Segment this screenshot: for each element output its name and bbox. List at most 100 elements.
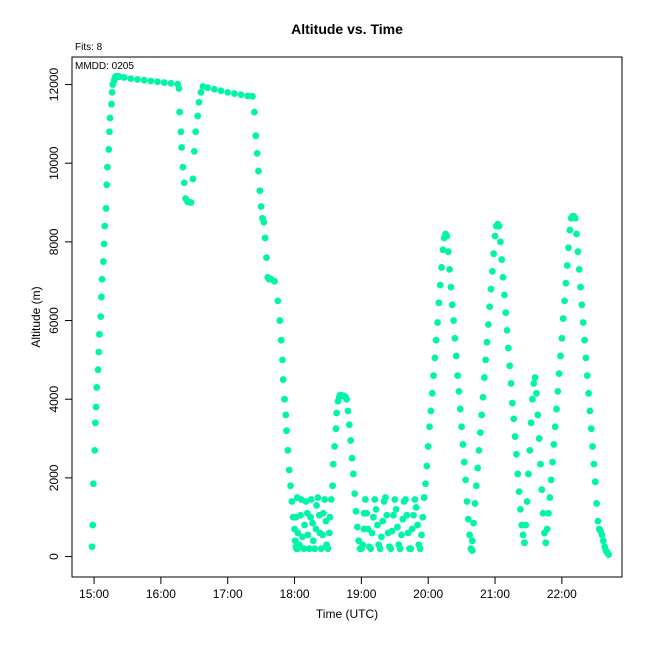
data-point	[438, 264, 445, 271]
data-point	[545, 509, 552, 517]
data-point	[450, 317, 457, 324]
data-point	[285, 466, 293, 474]
data-point	[416, 545, 424, 553]
data-point	[372, 505, 380, 513]
data-point	[455, 387, 463, 395]
data-point	[120, 74, 128, 81]
data-point	[301, 521, 308, 529]
data-point	[302, 498, 310, 505]
data-point	[589, 443, 596, 450]
data-point	[475, 446, 483, 454]
data-point	[371, 496, 379, 503]
x-tick-label: 17:00	[213, 587, 243, 601]
data-point	[92, 403, 100, 411]
y-axis-label: Altitude (m)	[29, 286, 43, 347]
data-point	[422, 480, 429, 488]
data-point	[470, 519, 478, 527]
data-point	[558, 334, 566, 342]
data-point	[583, 372, 591, 380]
data-point	[97, 313, 105, 321]
data-point	[319, 531, 327, 539]
data-point	[197, 89, 205, 96]
data-point	[554, 387, 562, 395]
data-point	[557, 352, 564, 360]
data-point	[204, 84, 212, 92]
date-annotation: MMDD: 0205	[75, 61, 134, 72]
data-point	[474, 464, 482, 472]
data-point	[420, 494, 428, 501]
data-point	[160, 79, 168, 86]
x-tick-label: 19:00	[346, 587, 376, 601]
data-point	[444, 248, 452, 256]
data-point	[279, 376, 287, 383]
data-point	[106, 114, 114, 122]
data-point	[253, 149, 261, 157]
data-point	[257, 203, 265, 210]
data-point	[503, 326, 511, 334]
data-point	[591, 478, 599, 486]
data-point	[581, 336, 588, 344]
data-point	[230, 90, 238, 97]
data-point	[527, 419, 535, 427]
data-point	[93, 384, 101, 391]
data-point	[500, 291, 508, 299]
data-point	[261, 234, 269, 242]
data-point	[482, 356, 490, 364]
data-point	[288, 498, 296, 505]
y-tick-label: 12000	[47, 68, 61, 102]
data-point	[523, 498, 531, 505]
data-point	[224, 89, 232, 96]
data-point	[526, 446, 534, 454]
data-point	[428, 389, 436, 397]
data-point	[299, 533, 306, 541]
data-point	[561, 297, 568, 305]
data-point	[287, 482, 294, 490]
data-point	[452, 352, 460, 360]
data-point	[509, 399, 516, 407]
chart-title: Altitude vs. Time	[291, 21, 403, 37]
data-point	[446, 266, 453, 273]
data-point	[486, 303, 494, 311]
data-point	[281, 395, 288, 403]
data-point	[414, 521, 421, 529]
x-axis-label: Time (UTC)	[316, 607, 378, 621]
data-point	[407, 545, 415, 553]
data-point	[487, 285, 495, 293]
data-point	[175, 85, 183, 92]
data-point	[95, 348, 103, 356]
data-point	[605, 551, 613, 558]
data-point	[326, 513, 334, 521]
data-point	[472, 482, 480, 490]
data-point	[403, 511, 411, 519]
data-point	[535, 435, 543, 442]
data-point	[514, 470, 522, 478]
data-point	[534, 411, 542, 419]
data-point	[538, 486, 546, 494]
data-point	[359, 541, 367, 549]
data-point	[488, 267, 496, 275]
data-point	[435, 299, 443, 307]
data-point	[383, 511, 391, 519]
data-point	[513, 450, 520, 458]
data-point	[277, 336, 285, 344]
data-point	[598, 531, 606, 539]
data-point	[531, 374, 539, 381]
data-point	[284, 446, 292, 454]
plot-frame	[71, 56, 623, 578]
data-point	[379, 517, 387, 525]
data-point	[529, 395, 536, 403]
data-point	[317, 545, 325, 553]
x-tick-label: 22:00	[547, 587, 577, 601]
y-tick-label: 8000	[47, 228, 61, 255]
data-point	[329, 482, 337, 490]
x-tick-label: 16:00	[146, 587, 176, 601]
data-point	[480, 374, 488, 381]
data-point	[550, 441, 558, 448]
data-point	[562, 279, 570, 287]
x-axis: 15:00 16:00 17:00 18:00 19:00 20:00 21:00 22:00	[79, 576, 577, 601]
data-point	[343, 395, 351, 403]
data-point	[515, 488, 523, 496]
data-point	[539, 509, 547, 517]
data-point	[251, 108, 258, 116]
data-point	[210, 85, 218, 93]
